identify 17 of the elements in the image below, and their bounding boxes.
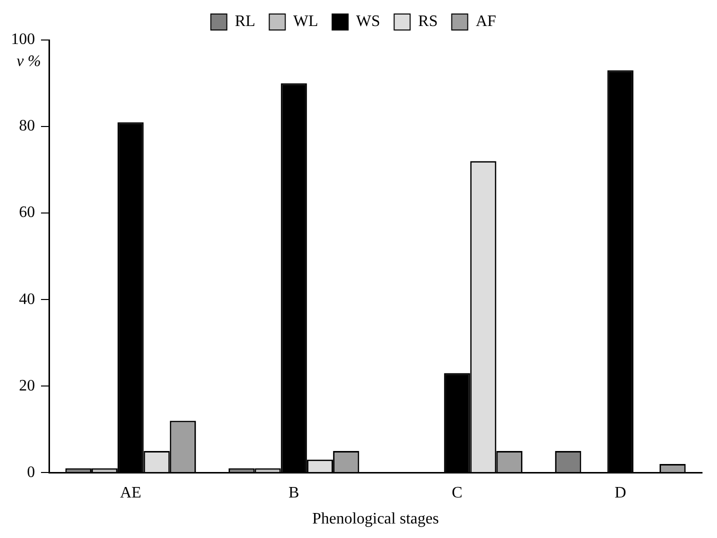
y-tick-label: 0 xyxy=(27,464,35,481)
legend-label: WS xyxy=(356,13,380,30)
x-axis-title: Phenological stages xyxy=(312,510,439,528)
y-tick-label: 40 xyxy=(19,290,35,308)
y-tick-label: 20 xyxy=(19,377,35,394)
y-axis-title: v % xyxy=(16,53,41,70)
y-tick-label: 100 xyxy=(11,31,35,48)
x-tick-label: AE xyxy=(120,484,142,502)
legend-label: WL xyxy=(293,13,318,30)
y-tick-label: 80 xyxy=(19,118,35,135)
legend-label: RL xyxy=(234,13,256,30)
legend-label: RS xyxy=(418,13,438,30)
y-tick-label: 60 xyxy=(19,204,35,222)
x-tick-label: D xyxy=(614,484,626,502)
legend-label: AF xyxy=(476,13,496,30)
x-tick-label: C xyxy=(452,484,462,502)
x-tick-label: B xyxy=(288,484,300,502)
